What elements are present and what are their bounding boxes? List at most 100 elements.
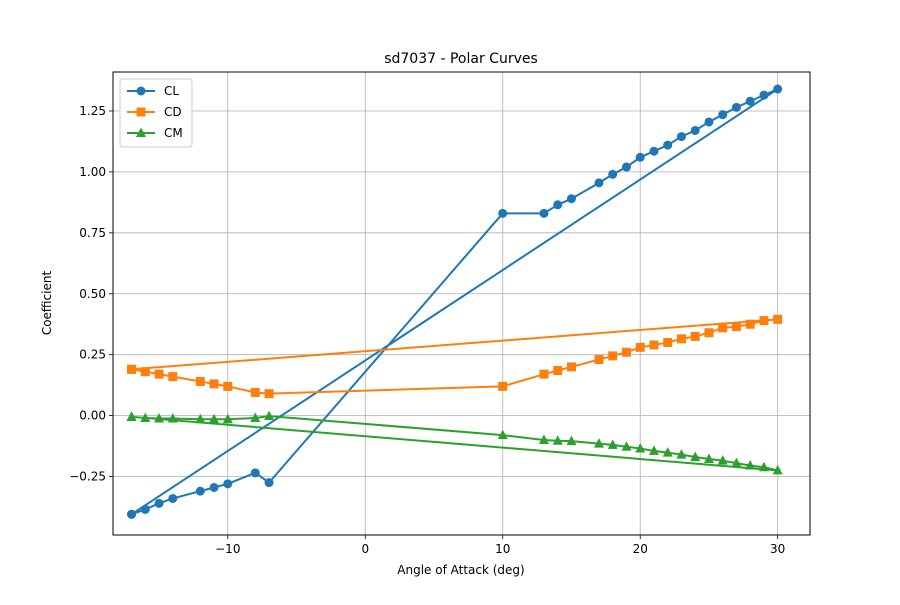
cl-point bbox=[566, 194, 576, 204]
legend-marker-cl bbox=[136, 86, 146, 96]
cm-point bbox=[593, 438, 604, 448]
cl-point bbox=[649, 146, 659, 156]
grid-lines bbox=[113, 72, 810, 535]
legend-marker-cd bbox=[136, 107, 146, 117]
cm-point bbox=[745, 460, 756, 470]
cl-point bbox=[168, 493, 178, 503]
cd-point bbox=[195, 376, 205, 386]
cd-point bbox=[676, 334, 686, 344]
cl-point bbox=[195, 486, 205, 496]
cd-point bbox=[209, 379, 219, 389]
cd-point bbox=[594, 355, 604, 365]
cd-point bbox=[539, 369, 549, 379]
cl-point bbox=[663, 140, 673, 150]
legend-label-cd: CD bbox=[164, 105, 182, 119]
cd-point bbox=[264, 389, 274, 399]
cm-point bbox=[250, 412, 261, 423]
cl-point bbox=[704, 117, 714, 127]
axis-ticks: −10 0 10 20 30 −0.25 0.00 0.25 0.50 0.75 1.00 1.25 bbox=[69, 104, 785, 556]
x-tick-label: 20 bbox=[633, 542, 648, 556]
cm-line bbox=[131, 415, 779, 472]
cl-point bbox=[498, 208, 508, 218]
cd-point bbox=[759, 316, 769, 326]
cl-point bbox=[759, 90, 769, 100]
cl-point bbox=[690, 125, 700, 135]
cd-point bbox=[608, 351, 618, 361]
series-layer bbox=[126, 84, 783, 519]
cl-line bbox=[131, 88, 779, 516]
cd-point bbox=[690, 331, 700, 341]
cm-point bbox=[126, 411, 137, 421]
cm-point bbox=[538, 434, 549, 444]
cm-point bbox=[497, 429, 508, 440]
cl-point bbox=[621, 162, 631, 172]
cd-point bbox=[649, 340, 659, 350]
cm-point bbox=[635, 442, 646, 453]
cm-point bbox=[140, 412, 151, 423]
x-tick-label: 30 bbox=[770, 542, 785, 556]
cm-point bbox=[731, 457, 742, 468]
cd-point bbox=[566, 362, 576, 372]
cd-point bbox=[663, 337, 673, 347]
y-tick-label: −0.25 bbox=[69, 470, 106, 484]
cd-point bbox=[745, 319, 755, 329]
cm-point bbox=[552, 435, 563, 445]
cd-point bbox=[168, 372, 178, 382]
cl-point bbox=[539, 208, 549, 218]
y-tick-label: 1.00 bbox=[79, 165, 106, 179]
cm-point bbox=[758, 461, 769, 472]
cd-point bbox=[498, 381, 508, 391]
cd-point bbox=[250, 387, 260, 397]
cm-point bbox=[209, 413, 220, 424]
cm-point bbox=[621, 441, 632, 451]
legend-label-cl: CL bbox=[164, 84, 179, 98]
x-axis-label: Angle of Attack (deg) bbox=[397, 563, 524, 577]
cm-point bbox=[566, 435, 577, 446]
series-cd bbox=[127, 314, 783, 399]
cm-point bbox=[648, 445, 659, 455]
series-cm bbox=[126, 410, 783, 475]
x-tick-label: −10 bbox=[215, 542, 240, 556]
cm-point bbox=[662, 447, 673, 457]
y-tick-label: 0.25 bbox=[79, 348, 106, 362]
legend-marker-cm bbox=[136, 127, 146, 137]
cd-point bbox=[704, 328, 714, 338]
cd-point bbox=[635, 342, 645, 352]
cd-point bbox=[553, 366, 563, 376]
legend-item-cl: CL bbox=[127, 84, 179, 98]
legend-box bbox=[119, 78, 193, 148]
cm-point bbox=[195, 413, 206, 424]
cl-point bbox=[594, 178, 604, 188]
y-tick-label: 0.50 bbox=[79, 287, 106, 301]
cm-point bbox=[167, 413, 178, 423]
cd-point bbox=[731, 322, 741, 332]
cl-point bbox=[127, 509, 137, 519]
cm-point bbox=[772, 464, 783, 475]
cm-point bbox=[717, 455, 728, 465]
cm-point bbox=[222, 413, 233, 424]
legend-label-cm: CM bbox=[164, 126, 183, 140]
cm-point bbox=[607, 439, 618, 449]
cl-point bbox=[553, 200, 563, 210]
legend: CL CD CM bbox=[119, 78, 193, 148]
cm-point bbox=[703, 453, 714, 463]
cd-line bbox=[131, 318, 779, 395]
cl-point bbox=[209, 482, 219, 492]
cl-point bbox=[223, 479, 233, 489]
cd-point bbox=[621, 347, 631, 357]
cl-point bbox=[718, 110, 728, 120]
cd-point bbox=[223, 381, 233, 391]
cl-point bbox=[731, 102, 741, 112]
cd-point bbox=[127, 364, 137, 374]
cl-point bbox=[773, 84, 783, 94]
cd-point bbox=[140, 367, 150, 377]
chart-title: sd7037 - Polar Curves bbox=[384, 51, 538, 67]
cl-point bbox=[140, 504, 150, 514]
x-tick-label: 10 bbox=[495, 542, 510, 556]
y-tick-label: 0.75 bbox=[79, 226, 106, 240]
y-tick-label: 0.00 bbox=[79, 409, 106, 423]
cl-point bbox=[745, 96, 755, 106]
cl-point bbox=[250, 468, 260, 478]
